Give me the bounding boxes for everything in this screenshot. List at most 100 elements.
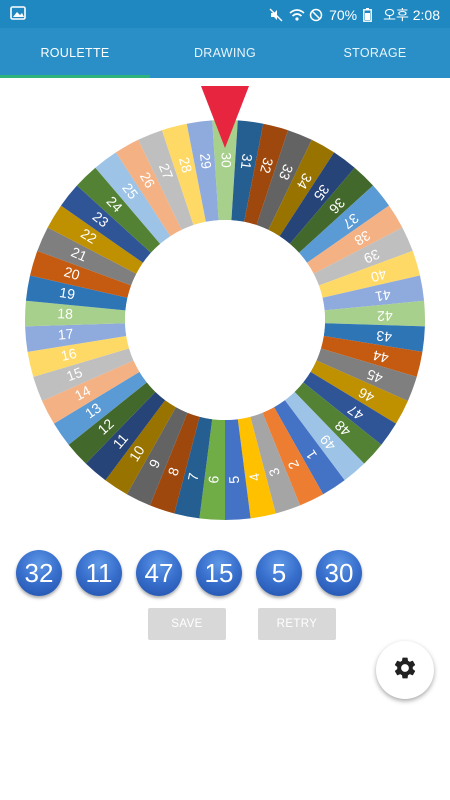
wheel-segment bbox=[27, 335, 130, 377]
wheel-segment bbox=[33, 348, 134, 401]
wheel-segment bbox=[274, 400, 345, 495]
wheel-segment bbox=[250, 412, 301, 514]
wheel-segment-label: 22 bbox=[78, 225, 100, 247]
wheel-segment bbox=[115, 139, 182, 237]
wheel-segment bbox=[284, 391, 365, 481]
clock: 오후 2:08 bbox=[383, 7, 440, 23]
wheel-segment-label: 44 bbox=[371, 347, 390, 366]
settings-button[interactable] bbox=[376, 641, 434, 699]
image-icon bbox=[10, 6, 26, 20]
save-button[interactable]: SAVE bbox=[148, 608, 226, 640]
wheel-segment bbox=[313, 227, 413, 286]
tab-roulette[interactable]: ROULETTE bbox=[40, 46, 110, 60]
wheel-segment-label: 14 bbox=[72, 382, 93, 403]
wheel-segment bbox=[199, 419, 225, 520]
wheel-segment bbox=[30, 250, 132, 298]
wheel-segment-label: 5 bbox=[226, 475, 242, 484]
wheel-segment bbox=[244, 123, 289, 226]
wheel-segment-label: 31 bbox=[238, 153, 256, 171]
wheel-segment bbox=[320, 335, 423, 377]
wheel-segment bbox=[225, 419, 251, 520]
wheel-segment-label: 28 bbox=[176, 155, 195, 174]
wheel-segment-label: 15 bbox=[64, 364, 84, 384]
block-icon bbox=[309, 8, 323, 22]
wheel-segment bbox=[42, 360, 140, 424]
wheel-segment bbox=[262, 407, 324, 506]
wheel-segment bbox=[161, 123, 206, 226]
wheel-segment bbox=[186, 120, 219, 222]
wheel-segment bbox=[76, 167, 161, 253]
wheel-segment-label: 38 bbox=[352, 227, 374, 249]
wifi-icon bbox=[289, 8, 305, 22]
wheel-segment bbox=[174, 416, 213, 519]
wheel-segment-label: 40 bbox=[369, 266, 389, 286]
wheel-center bbox=[125, 220, 325, 420]
battery-icon bbox=[363, 8, 377, 22]
wheel-segment-label: 42 bbox=[377, 308, 393, 324]
wheel-segment-label: 41 bbox=[374, 287, 392, 305]
wheel-segment-label: 20 bbox=[62, 263, 82, 283]
wheel-segment bbox=[37, 227, 137, 286]
wheel-segment bbox=[138, 130, 194, 230]
wheel-segment-label: 19 bbox=[58, 284, 76, 302]
wheel-segment bbox=[299, 185, 390, 263]
wheel-segment bbox=[318, 250, 420, 298]
retry-button[interactable]: RETRY bbox=[258, 608, 336, 640]
wheel-segment bbox=[25, 275, 128, 311]
wheel-segment-label: 7 bbox=[185, 471, 202, 482]
wheel-segment bbox=[323, 323, 425, 352]
wheel-segment bbox=[294, 382, 382, 464]
result-ball: 5 bbox=[256, 550, 302, 596]
wheel-segment-label: 17 bbox=[57, 325, 74, 342]
tab-drawing[interactable]: DRAWING bbox=[193, 46, 257, 60]
wheel-segment-label: 18 bbox=[57, 305, 73, 321]
result-ball: 30 bbox=[316, 550, 362, 596]
wheel-segment-label: 30 bbox=[218, 152, 234, 168]
wheel-segment bbox=[237, 416, 276, 519]
roulette-wheel[interactable]: 30 31 32 33 34 35 36 37 38 39 40 41 42 43 44 45 46 47 48 49… bbox=[24, 120, 426, 520]
tab-bar: ROULETTE DRAWING STORAGE bbox=[0, 28, 450, 78]
wheel-segment bbox=[85, 391, 166, 481]
active-tab-indicator bbox=[0, 75, 150, 78]
result-balls: 32 11 47 15 5 30 bbox=[14, 550, 374, 598]
wheel-segment-label: 27 bbox=[156, 161, 177, 182]
wheel-segment-label: 29 bbox=[197, 152, 215, 170]
wheel-segment-label: 46 bbox=[355, 384, 376, 405]
wheel-segment-label: 16 bbox=[59, 345, 78, 364]
wheel-segment bbox=[24, 300, 126, 327]
wheel-segment bbox=[149, 412, 200, 514]
wheel-segment bbox=[322, 275, 425, 311]
wheel-segment bbox=[307, 205, 403, 274]
wheel-segment bbox=[212, 120, 238, 221]
wheel-segment-label: 10 bbox=[126, 442, 148, 464]
wheel-segment bbox=[25, 323, 127, 352]
wheel-segment bbox=[303, 371, 397, 445]
wheel-segment bbox=[268, 139, 335, 237]
wheel-segment bbox=[105, 400, 176, 495]
tab-storage[interactable]: STORAGE bbox=[343, 46, 407, 60]
wheel-segment-label: 43 bbox=[375, 328, 392, 345]
wheel-pointer bbox=[201, 86, 249, 148]
wheel-segment-label: 32 bbox=[257, 156, 276, 175]
wheel-segment bbox=[279, 152, 355, 244]
wheel-segment-label: 45 bbox=[364, 366, 384, 386]
wheel-segment-label: 26 bbox=[137, 169, 159, 191]
wheel-segment-label: 33 bbox=[276, 162, 297, 183]
wheel-segment bbox=[53, 371, 147, 445]
wheel-segment bbox=[310, 360, 408, 424]
wheel-segment bbox=[316, 348, 417, 401]
wheel-segment bbox=[231, 120, 264, 222]
gear-icon bbox=[392, 655, 418, 686]
wheel-segment bbox=[95, 152, 171, 244]
wheel-segment-label: 39 bbox=[361, 246, 382, 267]
wheel-segment bbox=[60, 185, 151, 263]
wheel-segment-label: 4 bbox=[246, 472, 263, 483]
result-ball: 47 bbox=[136, 550, 182, 596]
battery-percent: 70% bbox=[329, 7, 358, 23]
wheel-segment-label: 6 bbox=[205, 475, 221, 484]
wheel-segment bbox=[68, 382, 156, 464]
wheel-segment bbox=[324, 300, 426, 327]
status-bar: 70% 오후 2:08 bbox=[0, 0, 450, 28]
wheel-segment bbox=[126, 407, 188, 506]
result-ball: 32 bbox=[16, 550, 62, 596]
